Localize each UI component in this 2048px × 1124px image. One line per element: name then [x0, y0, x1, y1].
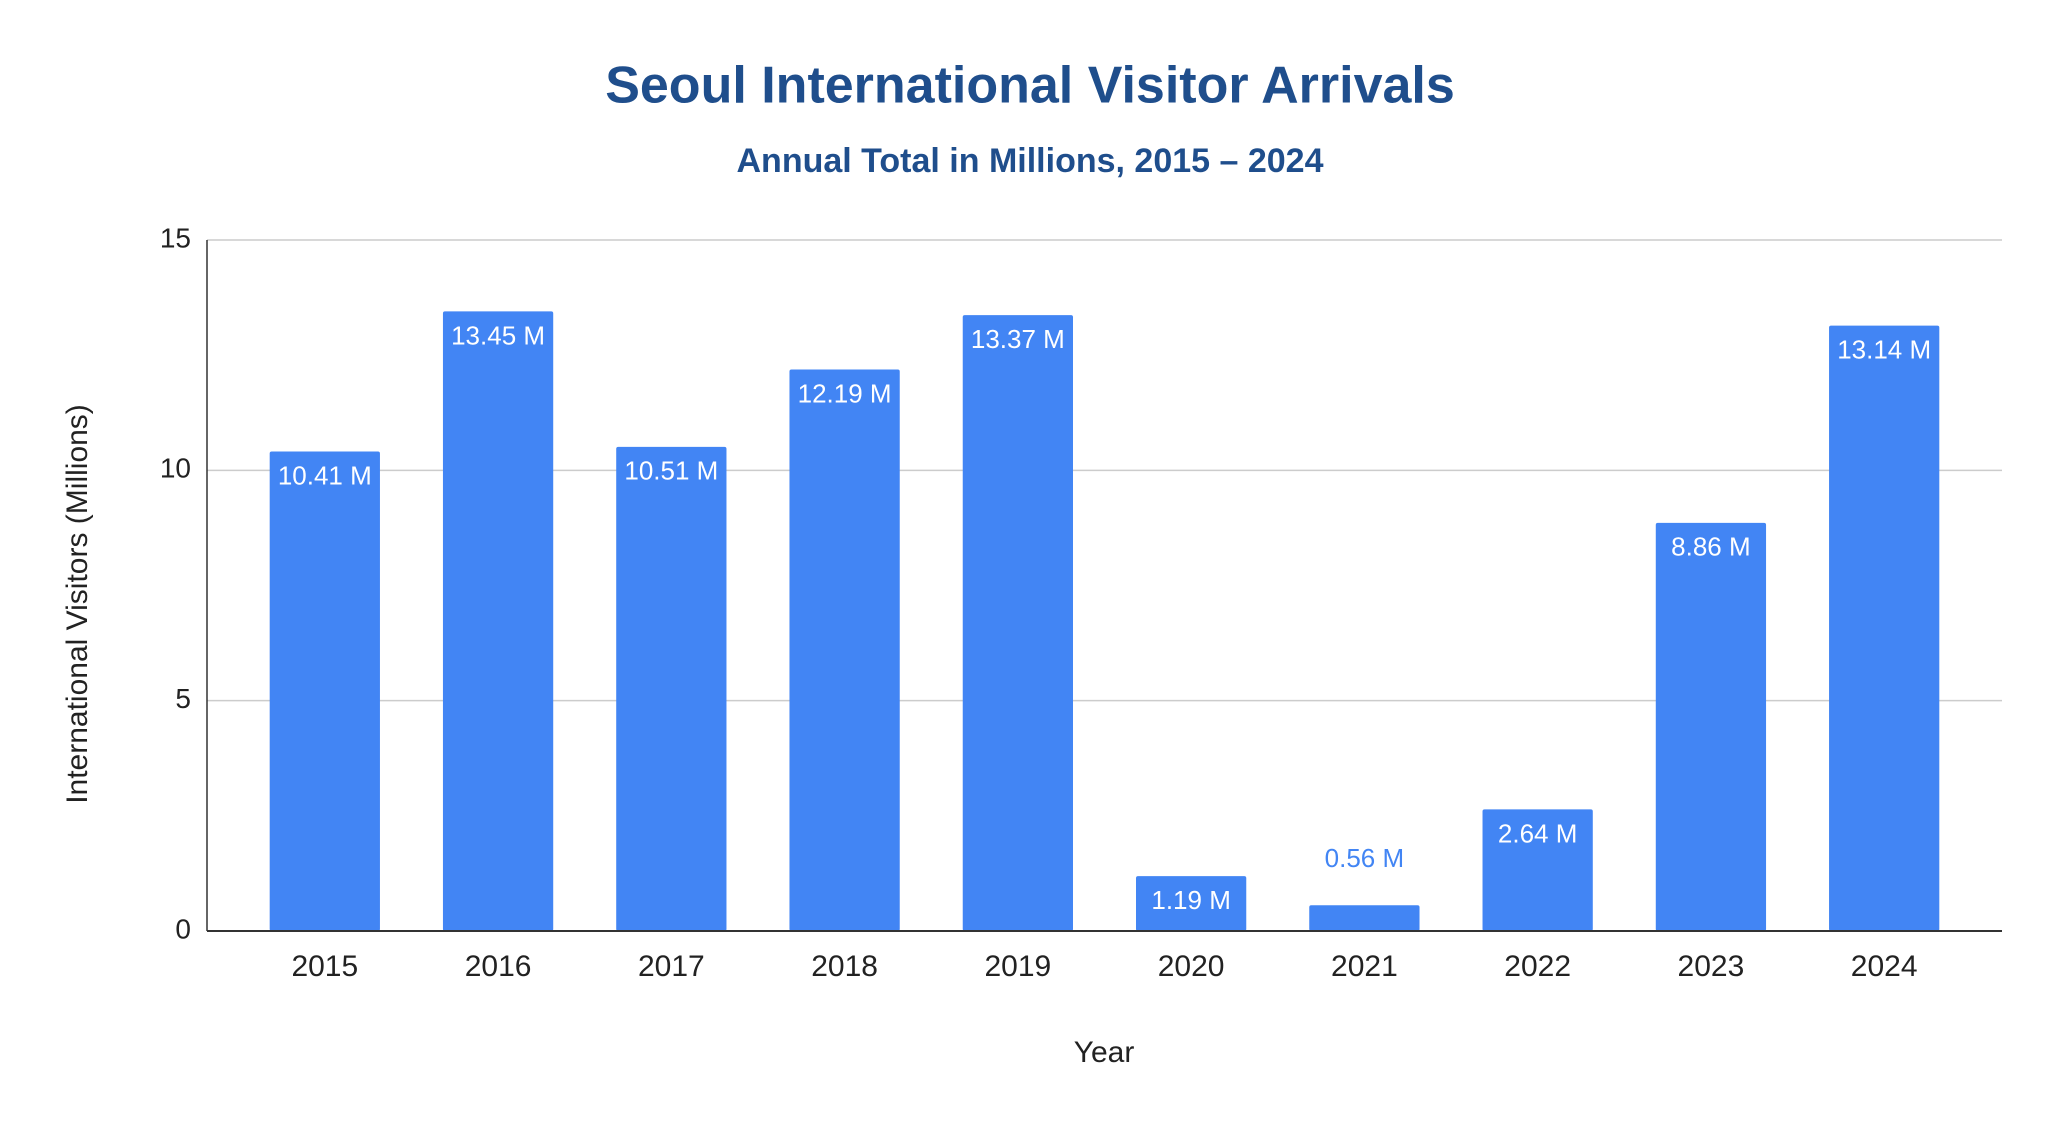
x-tick-label: 2016 [465, 950, 532, 983]
bar [442, 311, 554, 931]
bar [616, 446, 727, 931]
value-label: 13.45 M [451, 320, 545, 350]
x-tick-label: 2019 [984, 950, 1051, 983]
bar [1482, 809, 1593, 931]
x-tick-label: 2021 [1331, 950, 1398, 983]
chart-subtitle: Annual Total in Millions, 2015 – 2024 [737, 142, 1324, 180]
x-axis-title: Year [1074, 1036, 1135, 1069]
value-label: 12.19 M [798, 378, 892, 408]
value-label: 8.86 M [1671, 532, 1751, 562]
value-label: 1.19 M [1151, 885, 1231, 915]
x-tick-label: 2018 [811, 950, 878, 983]
y-tick-label: 10 [160, 453, 191, 484]
x-tick-label: 2023 [1678, 950, 1745, 983]
x-tick-label: 2015 [291, 950, 358, 983]
value-label: 10.41 M [278, 460, 372, 490]
value-label: 13.37 M [971, 324, 1065, 354]
value-label: 10.51 M [624, 456, 718, 486]
bar [1135, 876, 1247, 931]
bar [1655, 522, 1767, 931]
x-tick-label: 2024 [1851, 950, 1918, 983]
bar [269, 451, 380, 931]
bar [789, 369, 900, 931]
value-label: 0.56 M [1325, 843, 1405, 873]
y-tick-label: 15 [160, 222, 191, 253]
x-tick-label: 2017 [638, 950, 705, 983]
y-tick-label: 5 [175, 683, 191, 714]
x-tick-label: 2020 [1158, 950, 1225, 983]
bar [1829, 325, 1940, 932]
value-label: 13.14 M [1837, 335, 1931, 365]
x-tick-label: 2022 [1504, 950, 1571, 983]
y-tick-label: 0 [175, 913, 191, 944]
chart-title: Seoul International Visitor Arrivals [605, 57, 1455, 115]
bar [1309, 905, 1420, 931]
y-axis-title: International Visitors (Millions) [61, 404, 94, 804]
value-label: 2.64 M [1498, 818, 1578, 848]
bar [962, 315, 1074, 932]
